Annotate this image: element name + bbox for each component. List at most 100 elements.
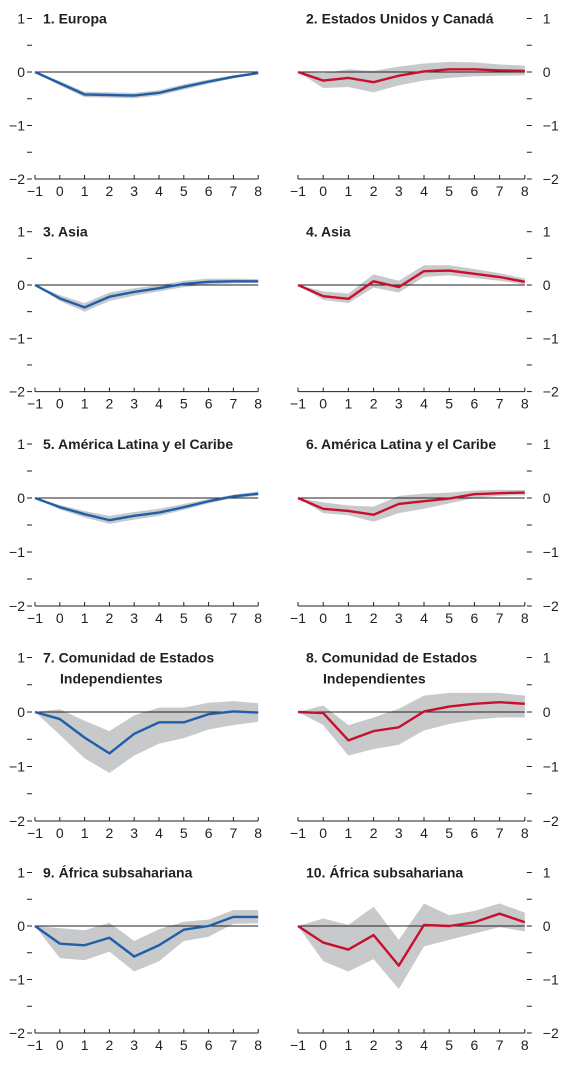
x-tick-label: 3 (395, 183, 403, 199)
chart-panel-9: −1 0 1 2 3 4 5 6 7 8−2−101 9. África subsahariana (9, 865, 262, 1054)
y-tick-label: 0 (17, 704, 25, 720)
y-tick-label: 1 (543, 11, 551, 27)
y-tick-label: −1 (543, 972, 559, 988)
x-tick-label: 2 (370, 1037, 378, 1053)
x-tick-label: 3 (130, 1037, 138, 1053)
x-tick-label: 0 (319, 825, 327, 841)
y-tick-label: −2 (9, 598, 25, 614)
series-line (34, 70, 259, 97)
x-tick-label: 8 (254, 1037, 262, 1053)
x-tick-label: 1 (345, 825, 353, 841)
series-line (297, 68, 525, 84)
confidence-band (298, 61, 525, 93)
confidence-band (298, 692, 525, 756)
x-tick-label: 7 (230, 1037, 238, 1053)
x-tick-label: 5 (180, 610, 188, 626)
x-tick-label: 3 (130, 610, 138, 626)
x-tick-label: 5 (180, 396, 188, 412)
confidence-band (35, 909, 259, 972)
y-tick-label: 0 (543, 277, 551, 293)
panel-title: 6. América Latina y el Caribe (306, 436, 496, 452)
x-tick-label: 1 (345, 1037, 353, 1053)
x-tick-label: 3 (130, 396, 138, 412)
x-tick-label: 6 (471, 183, 479, 199)
x-tick-label: 3 (130, 183, 138, 199)
x-tick-label: 2 (370, 825, 378, 841)
x-tick-label: −1 (27, 183, 43, 199)
x-tick-label: 8 (521, 825, 529, 841)
y-tick-label: 1 (17, 436, 25, 452)
y-tick-label: −2 (543, 598, 559, 614)
x-tick-label: 5 (445, 1037, 453, 1053)
chart-panel-8: −1 0 1 2 3 4 5 6 7 8 −2 −1 0 1 8. Comunidad de Estados… (290, 650, 559, 842)
y-tick-label: 0 (17, 64, 25, 80)
x-tick-label: 8 (521, 1037, 529, 1053)
chart-panel-6: −1 0 1 2 3 4 5 6 7 8 −2 −1 0 1 6. América Latina y el … (290, 436, 559, 626)
x-tick-label: 5 (445, 396, 453, 412)
x-tick-label: 0 (319, 1037, 327, 1053)
y-tick-label: 0 (543, 490, 551, 506)
y-tick-label: −2 (543, 384, 559, 400)
x-tick-label: 4 (155, 1037, 163, 1053)
x-tick-label: −1 (290, 183, 306, 199)
x-tick-label: 8 (521, 610, 529, 626)
y-tick-label: 1 (17, 11, 25, 27)
series-line (297, 269, 526, 301)
x-tick-label: 8 (254, 825, 262, 841)
x-tick-label: 4 (420, 610, 428, 626)
x-tick-label: 3 (395, 1037, 403, 1053)
x-tick-label: −1 (290, 825, 306, 841)
x-tick-label: 4 (155, 396, 163, 412)
x-tick-label: 4 (420, 1037, 428, 1053)
x-tick-label: 1 (345, 183, 353, 199)
panel-title: 9. África subsahariana (43, 865, 193, 881)
chart-panel-10: −1 0 1 2 3 4 5 6 7 8 −2 −1 0 1 10. África subsahariana (290, 865, 559, 1054)
x-tick-label: 5 (445, 183, 453, 199)
x-tick-label: 2 (106, 183, 114, 199)
panel-title: 7. Comunidad de Estados Independientes (43, 650, 214, 687)
y-tick-label: 0 (17, 277, 25, 293)
x-tick-label: 7 (230, 610, 238, 626)
x-tick-label: 0 (56, 610, 64, 626)
chart-panel-4: −1 0 1 2 3 4 5 6 7 8 −2 −1 0 1 4. Asia (290, 224, 559, 412)
x-tick-label: 3 (395, 825, 403, 841)
x-tick-label: 0 (319, 396, 327, 412)
x-tick-label: 4 (155, 825, 163, 841)
chart-panel-5: −1 0 1 2 3 4 5 6 7 8−2−101 5. América Latina y el … (9, 436, 262, 626)
y-tick-label: 0 (17, 490, 25, 506)
y-tick-label: −2 (9, 171, 25, 187)
chart-panel-3: −1 0 1 2 3 4 5 6 7 8−2−101 3. Asia (9, 224, 262, 412)
x-tick-label: 2 (106, 1037, 114, 1053)
x-tick-label: 3 (395, 610, 403, 626)
x-tick-label: 4 (420, 396, 428, 412)
y-tick-label: −1 (543, 759, 559, 775)
x-tick-label: 5 (445, 610, 453, 626)
x-tick-label: 2 (106, 610, 114, 626)
x-tick-label: 4 (155, 183, 163, 199)
x-tick-label: 0 (319, 610, 327, 626)
x-tick-label: 0 (56, 396, 64, 412)
y-tick-label: −1 (9, 972, 25, 988)
x-tick-label: 0 (56, 1037, 64, 1053)
x-tick-label: 2 (370, 183, 378, 199)
x-tick-label: −1 (27, 825, 43, 841)
series-line (34, 710, 259, 755)
y-tick-label: −1 (9, 330, 25, 346)
x-tick-label: 8 (254, 610, 262, 626)
x-tick-label: 2 (106, 825, 114, 841)
x-tick-label: 7 (230, 825, 238, 841)
y-tick-label: 0 (543, 704, 551, 720)
chart-panel-1: −1 0 1 2 3 4 5 6 7 8−2−101 1. Europa (9, 11, 262, 200)
x-tick-label: 7 (496, 610, 504, 626)
y-tick-label: 1 (543, 650, 551, 666)
x-tick-label: 1 (81, 183, 89, 199)
y-tick-label: −2 (9, 384, 25, 400)
series-line (34, 492, 259, 522)
x-tick-label: 8 (521, 396, 529, 412)
x-tick-label: 6 (471, 610, 479, 626)
x-tick-label: −1 (290, 610, 306, 626)
x-tick-label: 6 (205, 183, 213, 199)
x-tick-label: 6 (205, 1037, 213, 1053)
x-tick-label: 6 (471, 1037, 479, 1053)
